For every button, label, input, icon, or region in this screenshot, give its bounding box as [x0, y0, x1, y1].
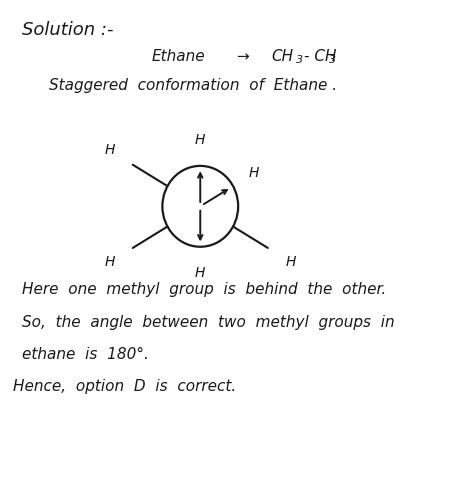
Text: Here  one  methyl  group  is  behind  the  other.: Here one methyl group is behind the othe…: [22, 283, 386, 298]
Text: H: H: [195, 133, 205, 147]
Text: Ethane: Ethane: [151, 49, 205, 64]
Text: H: H: [286, 255, 296, 269]
Text: So,  the  angle  between  two  methyl  groups  in: So, the angle between two methyl groups …: [22, 315, 395, 330]
Text: H: H: [104, 143, 115, 157]
Text: CH: CH: [272, 49, 294, 64]
Text: Solution :-: Solution :-: [22, 21, 113, 39]
Text: H: H: [195, 266, 205, 280]
Text: H: H: [249, 166, 259, 180]
Text: Hence,  option  D  is  correct.: Hence, option D is correct.: [13, 379, 237, 394]
Text: - CH: - CH: [304, 49, 336, 64]
Text: 3: 3: [296, 55, 303, 65]
Text: Staggered  conformation  of  Ethane .: Staggered conformation of Ethane .: [49, 78, 337, 93]
Text: 3: 3: [328, 55, 336, 65]
Text: →: →: [236, 49, 249, 64]
Text: ethane  is  180°.: ethane is 180°.: [22, 347, 149, 362]
Text: H: H: [104, 255, 115, 269]
